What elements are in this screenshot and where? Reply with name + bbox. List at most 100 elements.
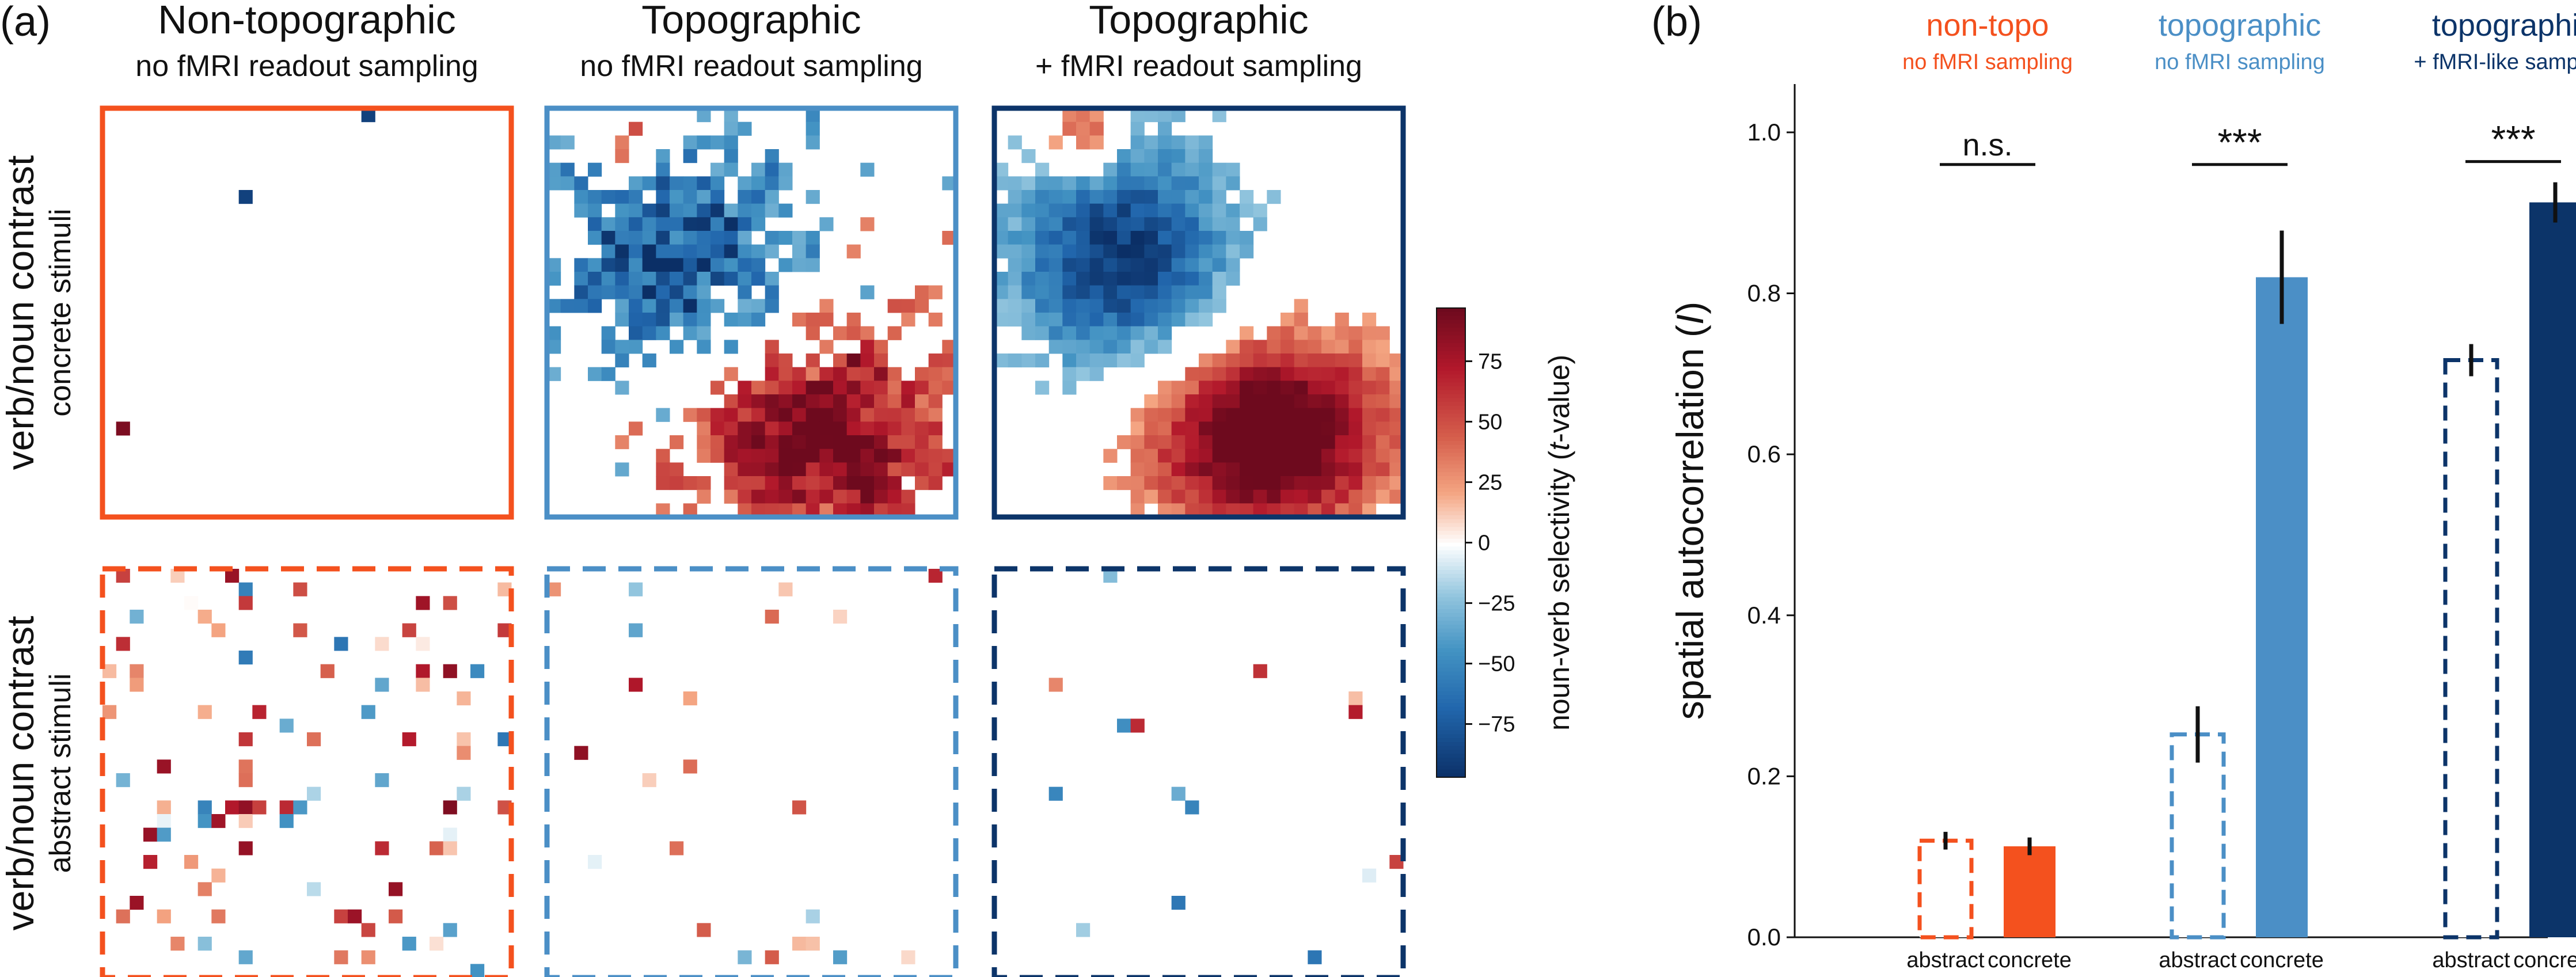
heatmap-cell bbox=[724, 340, 738, 354]
heatmap-cell bbox=[1185, 421, 1199, 436]
heatmap-cell bbox=[1035, 353, 1050, 368]
colorbar-segment bbox=[1437, 605, 1465, 610]
colorbar-segment bbox=[1437, 581, 1465, 587]
group-subtitle: no fMRI sampling bbox=[1902, 50, 2073, 74]
heatmap-cell bbox=[1021, 258, 1036, 272]
heatmap-cell bbox=[130, 664, 144, 678]
heatmap-cell bbox=[697, 313, 711, 327]
heatmap-cell bbox=[1226, 462, 1240, 477]
column-title-nontopo: Non-topographic bbox=[158, 0, 456, 42]
heatmap-topofmri-abstract bbox=[991, 566, 1406, 977]
heatmap-cell bbox=[1226, 489, 1240, 504]
colorbar-segment bbox=[1437, 719, 1465, 723]
heatmap-cell bbox=[833, 408, 848, 422]
heatmap-cell bbox=[806, 135, 820, 150]
heatmap-cell bbox=[629, 285, 643, 299]
heatmap-cell bbox=[1035, 326, 1050, 340]
column-subtitle-topofmri: + fMRI readout sampling bbox=[1035, 50, 1362, 83]
colorbar-segment bbox=[1437, 625, 1465, 629]
heatmap-cell bbox=[833, 353, 848, 368]
heatmap-cell bbox=[1062, 217, 1077, 231]
colorbar-segment bbox=[1437, 695, 1465, 700]
heatmap-cell bbox=[915, 448, 929, 463]
heatmap-cell bbox=[1130, 121, 1145, 136]
colorbar-tick-label: 50 bbox=[1478, 410, 1502, 434]
heatmap-cell bbox=[724, 394, 738, 409]
heatmap-cell bbox=[157, 909, 171, 923]
heatmap-cell bbox=[697, 176, 711, 191]
heatmap-cell bbox=[1144, 340, 1158, 354]
heatmap-cell bbox=[1335, 367, 1349, 381]
heatmap-cell bbox=[1267, 340, 1281, 354]
heatmap-cell bbox=[197, 610, 212, 624]
heatmap-cell bbox=[1089, 272, 1104, 286]
heatmap-cell bbox=[846, 462, 861, 477]
heatmap-cell bbox=[711, 190, 725, 204]
colorbar-segment bbox=[1437, 453, 1465, 458]
heatmap-cell bbox=[1199, 217, 1213, 231]
heatmap-cell bbox=[1076, 340, 1091, 354]
colorbar-segment bbox=[1437, 476, 1465, 481]
heatmap-cell bbox=[846, 489, 861, 504]
heatmap-cell bbox=[130, 610, 144, 624]
heatmap-cell bbox=[1021, 313, 1036, 327]
heatmap-cell bbox=[1021, 149, 1036, 164]
heatmap-cell bbox=[1076, 121, 1091, 136]
heatmap-cell bbox=[819, 489, 834, 504]
heatmap-cell bbox=[683, 258, 697, 272]
heatmap-cell bbox=[1199, 162, 1213, 177]
heatmap-cell bbox=[819, 299, 834, 313]
heatmap-cell bbox=[846, 367, 861, 381]
heatmap-cell bbox=[833, 394, 848, 409]
heatmap-cell bbox=[1281, 448, 1295, 463]
heatmap-cell bbox=[560, 299, 575, 313]
heatmap-cell bbox=[901, 299, 915, 313]
heatmap-cell bbox=[1294, 381, 1308, 395]
heatmap-cell bbox=[1008, 190, 1022, 204]
heatmap-cell bbox=[1212, 162, 1226, 177]
heatmap-cell bbox=[1021, 326, 1036, 340]
heatmap-cell bbox=[1076, 367, 1091, 381]
heatmap-frame bbox=[544, 566, 959, 977]
heatmap-cell bbox=[615, 435, 629, 450]
heatmap-cell bbox=[738, 244, 752, 258]
heatmap-cell bbox=[629, 121, 643, 136]
heatmap-cell bbox=[1130, 217, 1145, 231]
heatmap-cell bbox=[1021, 203, 1036, 218]
heatmap-cell bbox=[574, 746, 588, 760]
heatmap-cell bbox=[792, 435, 807, 450]
heatmap-cell bbox=[1240, 448, 1254, 463]
heatmap-cell bbox=[1321, 421, 1336, 436]
heatmap-cell bbox=[765, 272, 779, 286]
heatmap-cell bbox=[887, 476, 902, 491]
heatmap-cell bbox=[928, 381, 943, 395]
heatmap-cell bbox=[1226, 340, 1240, 354]
bar-abstract bbox=[2170, 732, 2226, 940]
heatmap-cell bbox=[1199, 176, 1213, 191]
heatmap-cell bbox=[1226, 244, 1240, 258]
x-tick-label: abstract bbox=[1906, 948, 1985, 972]
heatmap-cell bbox=[1335, 394, 1349, 409]
heatmap-cell bbox=[629, 176, 643, 191]
heatmap-cell bbox=[1076, 353, 1091, 368]
heatmap-cell bbox=[375, 773, 389, 788]
heatmap-cell bbox=[683, 476, 697, 491]
heatmap-cell bbox=[1144, 149, 1158, 164]
bar-concrete bbox=[2529, 202, 2576, 937]
heatmap-cell bbox=[697, 476, 711, 491]
heatmap-cell bbox=[724, 244, 738, 258]
heatmap-cell bbox=[1308, 950, 1322, 964]
heatmap-cell bbox=[1171, 786, 1186, 801]
heatmap-cell bbox=[588, 258, 602, 272]
heatmap-cell bbox=[143, 827, 158, 842]
heatmap-cell bbox=[833, 476, 848, 491]
heatmap-cell bbox=[574, 190, 588, 204]
heatmap-cell bbox=[901, 462, 915, 477]
heatmap-cell bbox=[901, 381, 915, 395]
heatmap-cell bbox=[697, 231, 711, 245]
heatmap-cell bbox=[1008, 176, 1022, 191]
colorbar-segment bbox=[1437, 730, 1465, 735]
heatmap-cell bbox=[860, 353, 875, 368]
heatmap-cell bbox=[738, 435, 752, 450]
heatmap-cell bbox=[1185, 408, 1199, 422]
